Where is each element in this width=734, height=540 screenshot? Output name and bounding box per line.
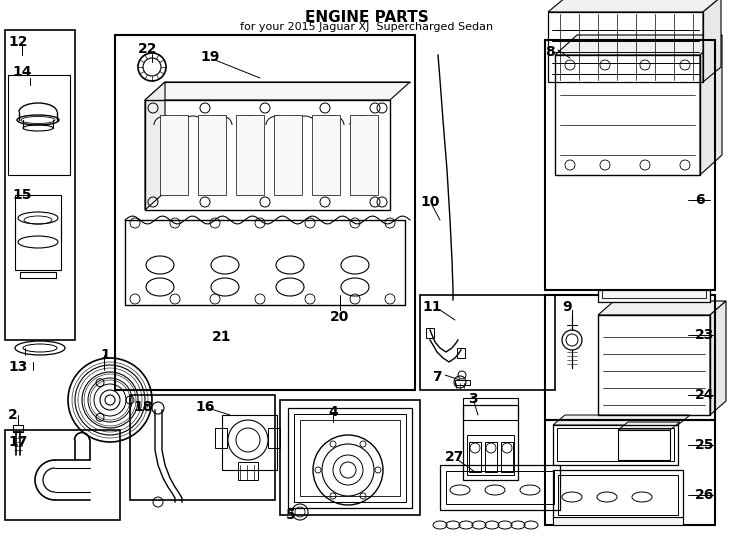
Bar xyxy=(545,420,715,525)
Text: 15: 15 xyxy=(12,188,32,202)
Polygon shape xyxy=(555,35,722,55)
Bar xyxy=(160,115,188,195)
Bar xyxy=(5,30,75,340)
Polygon shape xyxy=(553,415,690,425)
Bar xyxy=(198,115,226,195)
Polygon shape xyxy=(145,82,165,210)
Bar xyxy=(618,430,670,460)
Text: 5: 5 xyxy=(286,508,296,522)
Text: 1: 1 xyxy=(100,348,110,362)
Text: 26: 26 xyxy=(695,488,714,502)
Text: 6: 6 xyxy=(695,193,705,207)
Text: 4: 4 xyxy=(328,405,338,419)
Text: 12: 12 xyxy=(8,35,27,49)
Bar xyxy=(469,442,481,472)
Bar xyxy=(557,428,674,461)
Bar xyxy=(274,115,302,195)
Text: 19: 19 xyxy=(200,50,219,64)
Text: 2: 2 xyxy=(8,408,18,422)
Text: 20: 20 xyxy=(330,310,349,324)
Text: 22: 22 xyxy=(138,42,158,56)
Text: 25: 25 xyxy=(695,438,714,452)
Bar xyxy=(463,405,518,480)
Bar xyxy=(288,408,412,508)
Bar xyxy=(312,115,340,195)
Bar xyxy=(545,40,715,290)
Bar xyxy=(420,295,555,390)
Bar xyxy=(238,462,258,480)
Bar xyxy=(455,380,470,385)
Text: 17: 17 xyxy=(8,435,27,449)
Text: ENGINE PARTS: ENGINE PARTS xyxy=(305,10,429,25)
Text: 13: 13 xyxy=(8,360,27,374)
Bar xyxy=(553,517,683,525)
Text: 16: 16 xyxy=(195,400,214,414)
Text: 9: 9 xyxy=(562,300,572,314)
Text: 11: 11 xyxy=(422,300,441,314)
Text: 8: 8 xyxy=(545,45,555,59)
Bar xyxy=(463,398,518,420)
Bar xyxy=(294,414,406,502)
Bar xyxy=(130,395,275,500)
Bar xyxy=(553,470,683,520)
Bar xyxy=(145,100,390,210)
Bar xyxy=(501,442,513,472)
Polygon shape xyxy=(548,0,721,12)
Text: 7: 7 xyxy=(432,370,442,384)
Bar xyxy=(598,290,710,302)
Text: 21: 21 xyxy=(212,330,231,344)
Bar xyxy=(13,425,23,432)
Bar xyxy=(598,315,710,415)
Bar xyxy=(467,435,514,475)
Bar xyxy=(553,425,678,465)
Text: 27: 27 xyxy=(445,450,465,464)
Bar xyxy=(555,55,700,175)
Bar xyxy=(125,220,405,305)
Bar xyxy=(115,35,415,390)
Bar xyxy=(602,290,706,298)
Bar xyxy=(457,348,465,358)
Bar xyxy=(485,442,497,472)
Bar xyxy=(280,400,420,515)
Bar xyxy=(548,12,703,82)
Bar xyxy=(222,415,277,470)
Bar xyxy=(558,475,678,515)
Text: for your 2015 Jaguar XJ  Supercharged Sedan: for your 2015 Jaguar XJ Supercharged Sed… xyxy=(241,22,493,32)
Text: 23: 23 xyxy=(695,328,714,342)
Bar xyxy=(300,420,400,496)
Polygon shape xyxy=(703,0,721,82)
Polygon shape xyxy=(598,301,726,315)
Text: 10: 10 xyxy=(420,195,440,209)
Text: 24: 24 xyxy=(695,388,714,402)
Bar xyxy=(15,195,61,270)
Bar xyxy=(446,471,554,504)
Bar xyxy=(440,465,560,510)
Bar xyxy=(350,115,378,195)
Bar xyxy=(426,328,434,338)
Polygon shape xyxy=(145,82,410,100)
Bar xyxy=(236,115,264,195)
Text: 14: 14 xyxy=(12,65,32,79)
Polygon shape xyxy=(700,35,722,175)
Text: 3: 3 xyxy=(468,392,478,406)
Text: 18: 18 xyxy=(133,400,153,414)
Bar xyxy=(8,75,70,175)
Bar xyxy=(545,295,715,420)
Bar xyxy=(268,428,280,448)
Polygon shape xyxy=(618,422,680,430)
Bar xyxy=(5,430,120,520)
Bar xyxy=(215,428,227,448)
Polygon shape xyxy=(710,301,726,415)
Bar xyxy=(20,272,56,278)
